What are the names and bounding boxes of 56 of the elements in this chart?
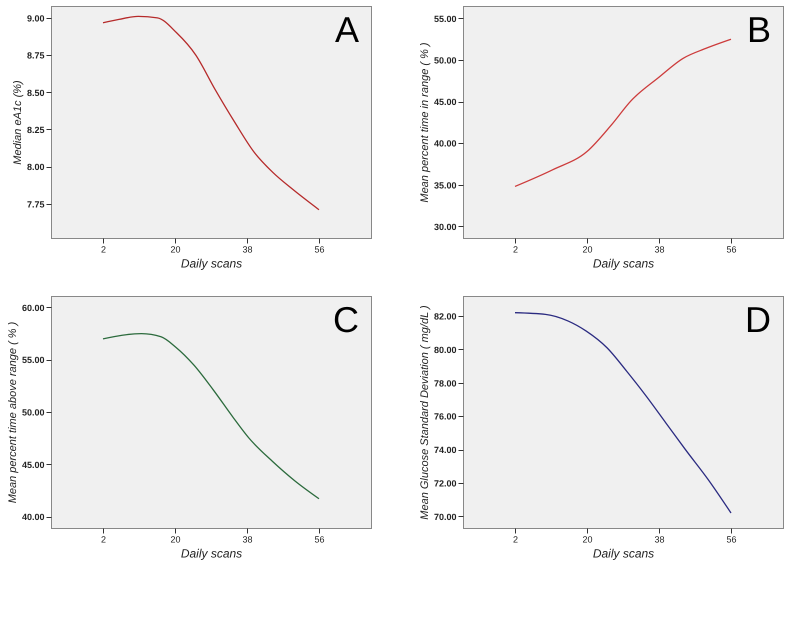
x-tick-label: 20: [170, 534, 181, 544]
x-axis-title: Daily scans: [180, 256, 242, 270]
y-axis-title: Mean percent time in range ( % ): [418, 42, 431, 203]
y-tick-label: 55.00: [434, 14, 456, 24]
y-tick-label: 45.00: [434, 97, 456, 108]
y-tick-label: 8.25: [26, 124, 44, 135]
x-tick-label: 20: [582, 244, 593, 254]
x-tick-label: 38: [654, 244, 665, 254]
x-tick-label: 38: [242, 244, 253, 254]
x-tick-label: 2: [512, 534, 518, 544]
y-tick-label: 35.00: [434, 180, 456, 190]
x-tick-label: 56: [314, 534, 325, 544]
x-tick-label: 2: [512, 244, 518, 254]
y-tick-label: 72.00: [434, 478, 456, 488]
line-series: [102, 332, 320, 500]
y-tick-label: 30.00: [434, 222, 456, 232]
y-tick-label: 82.00: [434, 312, 456, 322]
y-tick-label: 74.00: [434, 445, 456, 456]
x-tick-label: 2: [100, 244, 106, 254]
y-tick-label: 55.00: [22, 355, 44, 366]
y-tick-label: 8.75: [26, 50, 44, 61]
annotation: B: [746, 9, 771, 50]
annotation: C: [333, 299, 359, 340]
x-tick-label: 38: [242, 534, 253, 544]
y-tick-label: 50.00: [434, 56, 456, 66]
annotation: D: [745, 299, 771, 340]
y-tick-label: 45.00: [22, 460, 44, 470]
y-tick-label: 40.00: [434, 138, 456, 149]
x-tick-label: 38: [654, 534, 665, 544]
x-tick-label: 20: [582, 534, 593, 544]
y-tick-label: 50.00: [22, 408, 44, 418]
y-axis-title: Mean Glucose Standard Deviation ( mg/dL ): [418, 304, 431, 520]
y-axis-title: Mean percent time above range ( % ): [6, 321, 19, 504]
x-tick-label: 56: [726, 244, 737, 254]
y-tick-label: 60.00: [22, 302, 44, 313]
y-tick-label: 78.00: [434, 378, 456, 388]
line-series: [514, 38, 732, 188]
y-tick-label: 7.75: [26, 199, 44, 210]
x-axis-title: Daily scans: [180, 546, 242, 560]
x-tick-label: 20: [170, 244, 181, 254]
y-tick-label: 9.00: [26, 13, 44, 24]
x-tick-label: 2: [100, 534, 106, 544]
x-tick-label: 56: [314, 244, 325, 254]
line-series: [514, 312, 732, 514]
x-axis-title: Daily scans: [592, 546, 654, 560]
y-tick-label: 40.00: [22, 512, 44, 522]
y-tick-label: 8.50: [26, 88, 44, 98]
y-tick-label: 80.00: [434, 344, 456, 355]
y-tick-label: 70.00: [434, 512, 456, 522]
annotation: A: [334, 9, 359, 50]
y-tick-label: 76.00: [434, 412, 456, 422]
line-series: [102, 16, 320, 210]
x-tick-label: 56: [726, 534, 737, 544]
y-axis-title: Median eA1c (%): [12, 80, 24, 165]
x-axis-title: Daily scans: [592, 256, 654, 270]
y-tick-label: 8.00: [26, 162, 44, 172]
